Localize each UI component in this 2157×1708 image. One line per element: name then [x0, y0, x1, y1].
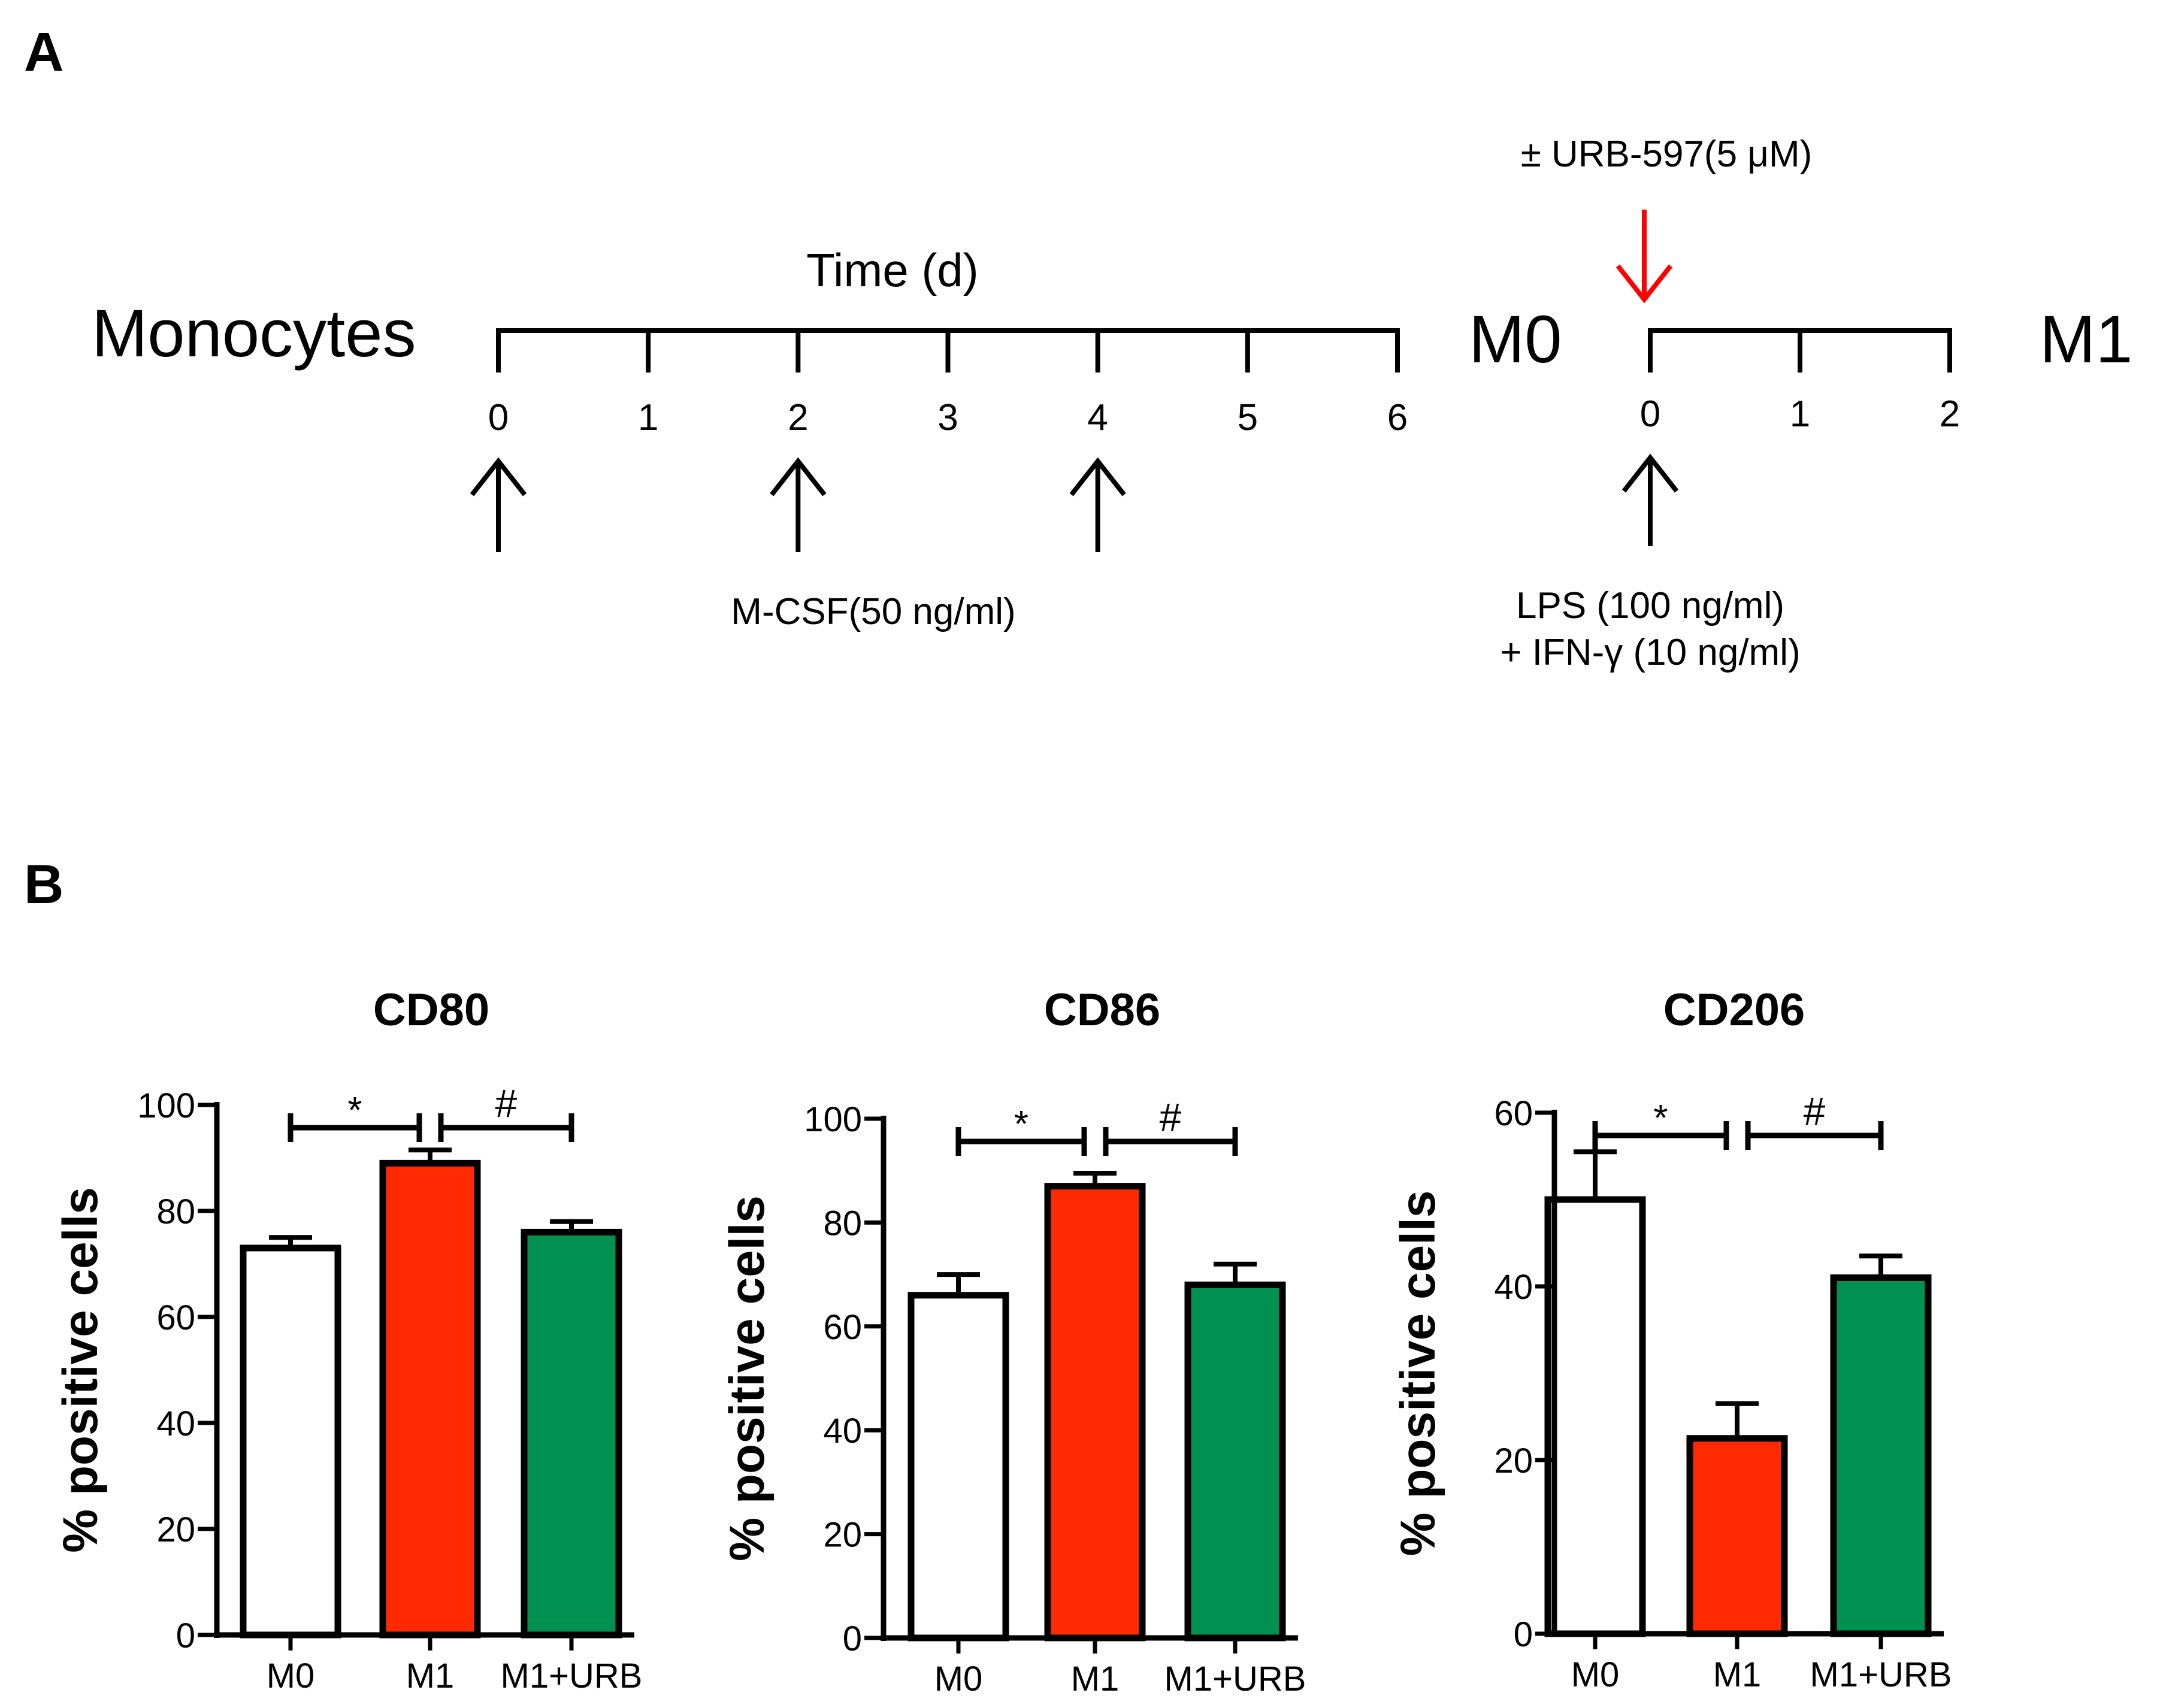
bar-m1: [379, 1159, 481, 1639]
arrow-head: [1621, 453, 1679, 493]
y-tick-label: 40: [156, 1404, 195, 1443]
significance-symbol: #: [1160, 1095, 1182, 1139]
chart-cd80: CD80 % positive cells 0 20 40 60 80 100 M0 M1 M1+U…: [53, 985, 642, 1695]
chart-cd206: CD206 % positive cells 0 20 40 60 M0 M1 M1+URB * #: [1391, 985, 1952, 1694]
y-tick-label: 60: [823, 1308, 862, 1347]
category-label: M1+URB: [1810, 1655, 1952, 1694]
mcsf-label: M-CSF(50 ng/ml): [731, 591, 1015, 632]
y-tick-label: 0: [1514, 1615, 1533, 1654]
category-label: M1: [1071, 1659, 1120, 1698]
ifn-label: + IFN-γ (10 ng/ml): [1500, 632, 1800, 673]
timeline-tick-label: 1: [1790, 393, 1810, 435]
significance-symbol: #: [1804, 1089, 1826, 1133]
y-axis-label: % positive cells: [720, 1195, 775, 1561]
y-tick-label: 80: [823, 1204, 862, 1243]
m0-stage-label: M0: [1469, 302, 1562, 377]
urb-arrow: [1616, 210, 1673, 304]
arrow-head: [1069, 457, 1126, 496]
chart-title: CD86: [1044, 985, 1160, 1035]
mcsf-arrow: [470, 457, 527, 552]
chart-cd86: CD86 % positive cells 0 20 40 60 80 100 M0 M1 M1+U…: [720, 985, 1306, 1698]
timeline-tick-label: 0: [1640, 393, 1660, 435]
timeline-tick-label: 3: [937, 397, 958, 438]
monocytes-label: Monocytes: [92, 296, 416, 371]
lps-arrow-mark: [1621, 453, 1679, 546]
lps-label: LPS (100 ng/ml): [1516, 585, 1784, 626]
urb-label: ± URB-597(5 μM): [1521, 134, 1813, 175]
mcsf-arrow: [770, 457, 827, 552]
timeline-tick-label: 2: [1940, 393, 1960, 435]
y-axis-label: % positive cells: [1391, 1191, 1445, 1556]
category-label: M1: [1713, 1655, 1762, 1694]
y-tick-label: 80: [156, 1192, 195, 1231]
significance-symbol: *: [347, 1090, 362, 1131]
bar-m0: [240, 1244, 341, 1639]
y-tick-label: 100: [137, 1086, 195, 1125]
urb-arrow-mark: [1616, 210, 1673, 304]
category-label: M1+URB: [501, 1656, 643, 1695]
significance-symbol: #: [495, 1081, 518, 1125]
mcsf-arrow: [1069, 457, 1126, 552]
bar-m1: [1044, 1183, 1146, 1642]
significance-symbol: *: [1653, 1098, 1668, 1139]
category-label: M1+URB: [1164, 1659, 1306, 1698]
arrow-head: [470, 457, 527, 496]
category-label: M0: [934, 1659, 983, 1698]
y-tick-label: 100: [804, 1100, 862, 1139]
y-axis-label: % positive cells: [53, 1187, 108, 1553]
timeline-tick-label: 2: [788, 397, 808, 438]
significance-symbol: *: [1014, 1104, 1028, 1145]
timeline-tick-label: 6: [1387, 397, 1408, 438]
panel-b-label: B: [24, 854, 63, 915]
arrow-head: [770, 457, 827, 496]
y-tick-label: 20: [823, 1516, 862, 1555]
bar-m0: [1544, 1196, 1646, 1637]
panel-a-label: A: [24, 22, 63, 83]
y-tick-label: 20: [156, 1510, 195, 1549]
m1-stage-label: M1: [2040, 302, 2133, 377]
timeline-differentiation-ticks: 0 1 2 3 4 5 6: [488, 328, 1408, 438]
y-tick-label: 60: [1494, 1094, 1533, 1133]
bar-m0: [907, 1292, 1009, 1642]
category-label: M0: [267, 1656, 315, 1695]
y-tick-label: 40: [823, 1412, 862, 1450]
bar-m1-urb: [521, 1228, 622, 1639]
mcsf-arrows: [470, 457, 1126, 552]
timeline-polarization-ticks: 0 1 2: [1640, 328, 1960, 435]
y-tick-label: 0: [176, 1616, 195, 1655]
timeline-tick-label: 0: [488, 397, 509, 438]
y-tick-label: 0: [843, 1619, 862, 1658]
timeline-tick-label: 4: [1087, 397, 1108, 438]
category-label: M0: [1571, 1655, 1620, 1694]
bar-m1-urb: [1830, 1274, 1932, 1637]
y-tick-label: 40: [1494, 1268, 1533, 1307]
panel-a: A Monocytes Time (d) M0 M1 0 1 2 3 4 5 6 0 1 2 M…: [24, 22, 2133, 673]
timeline-tick-label: 1: [638, 397, 658, 438]
category-label: M1: [406, 1656, 455, 1695]
arrow-head: [1616, 264, 1673, 304]
bar-m1-urb: [1184, 1281, 1286, 1642]
y-tick-label: 60: [156, 1298, 195, 1337]
panel-b: B CD80 % positive cells 0 20 40 60 80 100 M0 M1 M1…: [24, 854, 1952, 1698]
y-tick-label: 20: [1494, 1441, 1533, 1480]
bar-m1: [1686, 1435, 1788, 1637]
lps-arrow: [1621, 453, 1679, 546]
chart-title: CD206: [1663, 985, 1805, 1035]
timeline-tick-label: 5: [1238, 397, 1258, 438]
time-axis-title: Time (d): [806, 244, 978, 296]
chart-title: CD80: [373, 985, 489, 1035]
